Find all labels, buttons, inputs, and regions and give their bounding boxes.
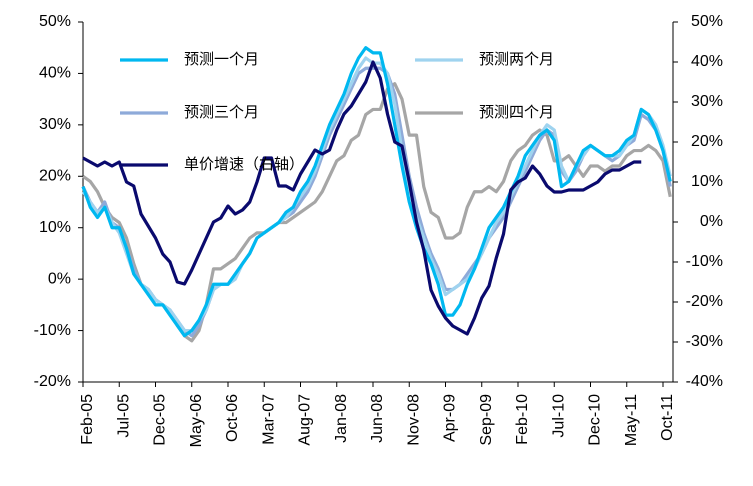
y2-tick-label: 40%: [691, 53, 723, 70]
x-tick-label: Feb-10: [514, 394, 531, 445]
y-tick-label: 0%: [48, 270, 71, 287]
series-line: [81, 56, 672, 333]
y2-tick-label: 50%: [691, 13, 723, 30]
y-tick-label: -20%: [34, 373, 71, 390]
x-tick-label: Jun-08: [369, 394, 386, 443]
legend-label: 预测两个月: [479, 51, 554, 68]
y-tick-label: 20%: [39, 168, 71, 185]
x-tick-label: Feb-05: [79, 394, 96, 445]
legend-label: 单价增速（右轴）: [184, 156, 304, 173]
legend-label: 预测一个月: [184, 51, 259, 68]
x-tick-label: Jul-10: [550, 394, 567, 438]
legend-label: 预测三个月: [184, 104, 259, 121]
y-tick-label: 40%: [39, 65, 71, 82]
x-tick-label: Oct-06: [224, 394, 241, 442]
x-tick-label: Nov-08: [405, 394, 422, 446]
series-line: [82, 82, 672, 343]
x-tick-label: Apr-09: [442, 394, 459, 442]
x-tick-label: Jan-08: [333, 394, 350, 443]
y2-tick-label: 30%: [691, 93, 723, 110]
y2-tick-label: -30%: [686, 333, 723, 350]
y2-tick-label: 0%: [700, 213, 723, 230]
x-tick-label: May-06: [188, 394, 205, 447]
y-tick-label: 30%: [39, 116, 71, 133]
x-tick-label: Mar-07: [260, 394, 277, 445]
series-line: [82, 60, 642, 336]
x-tick-label: Dec-10: [587, 394, 604, 446]
y2-tick-label: -20%: [686, 293, 723, 310]
y-tick-label: 50%: [39, 13, 71, 30]
x-tick-label: May-11: [623, 394, 640, 446]
x-tick-label: Sep-09: [478, 394, 495, 446]
series-line: [81, 46, 672, 338]
y2-tick-label: -10%: [686, 253, 723, 270]
y-tick-label: -10%: [34, 322, 71, 339]
legend-label: 预测四个月: [479, 104, 554, 121]
y2-tick-label: -40%: [686, 373, 723, 390]
x-tick-label: Oct-11: [659, 394, 676, 441]
x-tick-label: Dec-05: [152, 394, 169, 446]
y2-tick-label: 20%: [691, 133, 723, 150]
x-tick-label: Aug-07: [297, 394, 314, 446]
y-tick-label: 10%: [39, 219, 71, 236]
y2-tick-label: 10%: [691, 173, 723, 190]
x-tick-label: Jul-05: [115, 394, 132, 438]
